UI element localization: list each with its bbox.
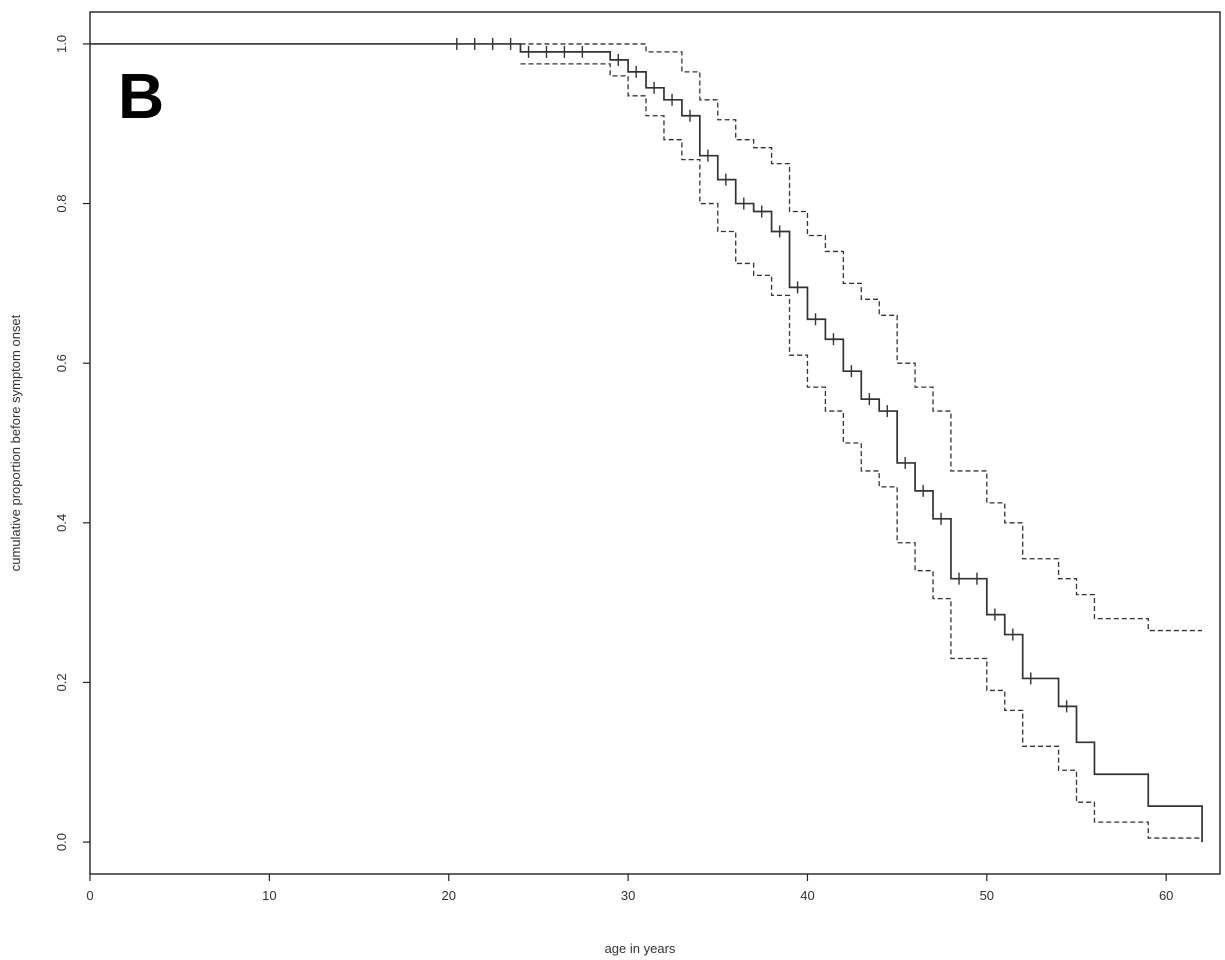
x-tick-label: 20 (441, 888, 455, 903)
x-tick-label: 30 (621, 888, 635, 903)
x-tick-label: 0 (86, 888, 93, 903)
x-tick-label: 40 (800, 888, 814, 903)
y-tick-label: 0.4 (54, 514, 69, 532)
x-axis-label: age in years (605, 941, 676, 956)
x-axis-ticks: 0 10 20 30 40 50 60 (86, 874, 1173, 903)
y-axis-ticks: 0.0 0.2 0.4 0.6 0.8 1.0 (54, 35, 90, 851)
confidence-band-line (520, 43, 1203, 632)
y-axis-label: cumulative proportion before symptom ons… (8, 314, 23, 571)
x-tick-label: 60 (1159, 888, 1173, 903)
plot-frame (89, 11, 1221, 875)
series-layer (90, 43, 1203, 843)
x-tick-label: 50 (980, 888, 994, 903)
confidence-band-line (520, 63, 1203, 839)
censor-marks (456, 37, 1068, 713)
survival-curve-line (90, 43, 1203, 843)
y-tick-label: 0.2 (54, 673, 69, 691)
y-tick-label: 1.0 (54, 35, 69, 53)
x-tick-label: 10 (262, 888, 276, 903)
y-tick-label: 0.0 (54, 833, 69, 851)
panel-label: B (118, 60, 164, 132)
y-tick-label: 0.8 (54, 195, 69, 213)
y-tick-label: 0.6 (54, 354, 69, 372)
